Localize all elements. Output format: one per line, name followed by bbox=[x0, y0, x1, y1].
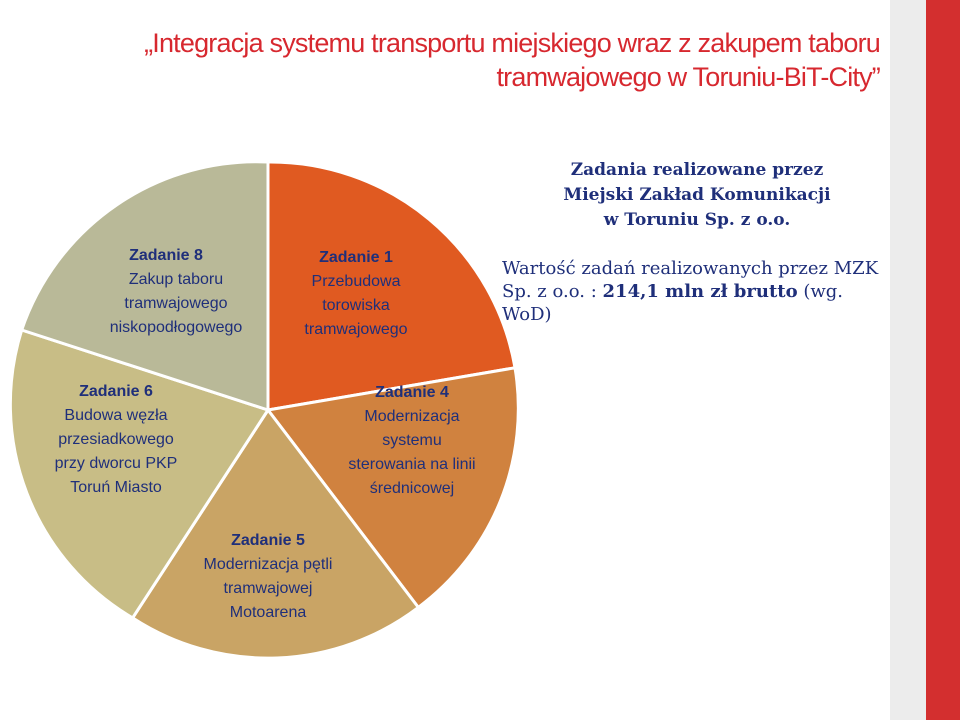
segment-zad6 bbox=[8, 328, 270, 620]
zad5-line-2: tramwajowej bbox=[224, 580, 313, 597]
mzk-heading-line-2: Miejski Zakład Komunikacji bbox=[563, 185, 831, 205]
zad4-line-4: średnicowej bbox=[370, 480, 454, 497]
zad6-title: Zadanie 6 bbox=[79, 383, 153, 400]
segment-zad8 bbox=[20, 160, 270, 412]
zad8-line-3: niskopodłogowego bbox=[110, 319, 243, 336]
zad4-line-3: sterowania na linii bbox=[348, 456, 475, 473]
mzk-value-suffix: (wg. WoD) bbox=[502, 281, 844, 325]
zad6-line-1: Budowa węzła bbox=[64, 407, 167, 424]
zad5-title: Zadanie 5 bbox=[231, 532, 305, 549]
page-title-line-1: „Integracja systemu transportu miejskieg… bbox=[144, 28, 881, 58]
zad6-line-3: przy dworcu PKP bbox=[55, 455, 178, 472]
side-red-band bbox=[926, 0, 960, 720]
mzk-info-panel: Zadania realizowane przez Miejski Zakład… bbox=[502, 158, 892, 326]
zad4-line-2: systemu bbox=[382, 432, 442, 449]
zad5-line-1: Modernizacja pętli bbox=[204, 556, 333, 573]
mzk-value-amount: 214,1 mln zł brutto bbox=[602, 281, 798, 302]
zad1-line-3: tramwajowego bbox=[304, 321, 407, 338]
zad6-line-2: przesiadkowego bbox=[58, 431, 174, 448]
mzk-heading-line-1: Zadania realizowane przez bbox=[570, 160, 824, 180]
mzk-panel-heading: Zadania realizowane przez Miejski Zakład… bbox=[502, 158, 892, 233]
zad4-line-1: Modernizacja bbox=[364, 408, 459, 425]
segment-zad1 bbox=[266, 160, 517, 412]
zad1-title: Zadanie 1 bbox=[319, 249, 393, 266]
segment-zad4 bbox=[266, 366, 520, 609]
zad8-line-1: Zakup taboru bbox=[129, 271, 223, 288]
segment-label-zad8: Zadanie 8 bbox=[129, 247, 203, 264]
mzk-value-text: Wartość zadań realizowanych przez MZK Sp… bbox=[502, 257, 892, 326]
zad1-line-1: Przebudowa bbox=[312, 273, 401, 290]
zad1-line-2: torowiska bbox=[322, 297, 390, 314]
zad5-line-3: Motoarena bbox=[230, 604, 307, 621]
zad6-line-4: Toruń Miasto bbox=[70, 479, 162, 496]
mzk-heading-line-3: w Toruniu Sp. z o.o. bbox=[603, 210, 791, 230]
mzk-value-prefix: Wartość zadań realizowanych przez MZK Sp… bbox=[502, 258, 879, 302]
page-title: „Integracja systemu transportu miejskieg… bbox=[120, 26, 881, 94]
segment-zad5 bbox=[131, 408, 420, 660]
zad8-title: Zadanie 8 bbox=[129, 247, 203, 264]
zad4-title: Zadanie 4 bbox=[375, 384, 449, 401]
zad8-line-2: tramwajowego bbox=[124, 295, 227, 312]
side-red-band-wrapper bbox=[890, 0, 960, 720]
page-title-line-2: tramwajowego w Toruniu-BiT-City” bbox=[496, 62, 880, 92]
